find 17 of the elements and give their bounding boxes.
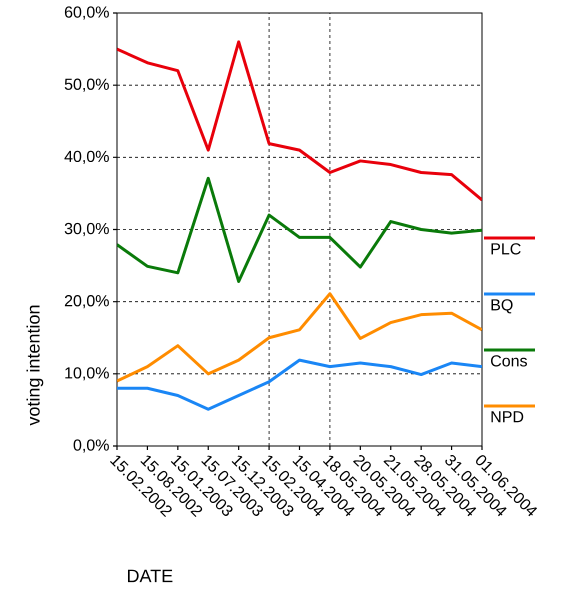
y-tick-label: 50,0% — [64, 78, 109, 92]
y-tick-label: 60,0% — [64, 6, 109, 20]
legend-label: Cons — [491, 355, 527, 367]
line-series — [117, 292, 482, 383]
y-axis-title: voting intention — [26, 306, 44, 426]
y-tick-label: 0,0% — [74, 439, 109, 453]
x-axis-title: DATE — [128, 570, 172, 582]
legend-label: NPD — [492, 411, 524, 422]
y-tick-label: 20,0% — [64, 295, 109, 308]
y-tick-label: 30,0% — [64, 222, 109, 236]
line-series — [117, 358, 482, 411]
y-tick-label: 10,0% — [65, 367, 109, 380]
legend-label: BQ — [492, 299, 513, 314]
legend-label: PLC — [492, 243, 521, 255]
line-series — [117, 176, 482, 283]
y-tick-label: 40,0% — [64, 150, 109, 164]
line-series — [117, 40, 482, 202]
